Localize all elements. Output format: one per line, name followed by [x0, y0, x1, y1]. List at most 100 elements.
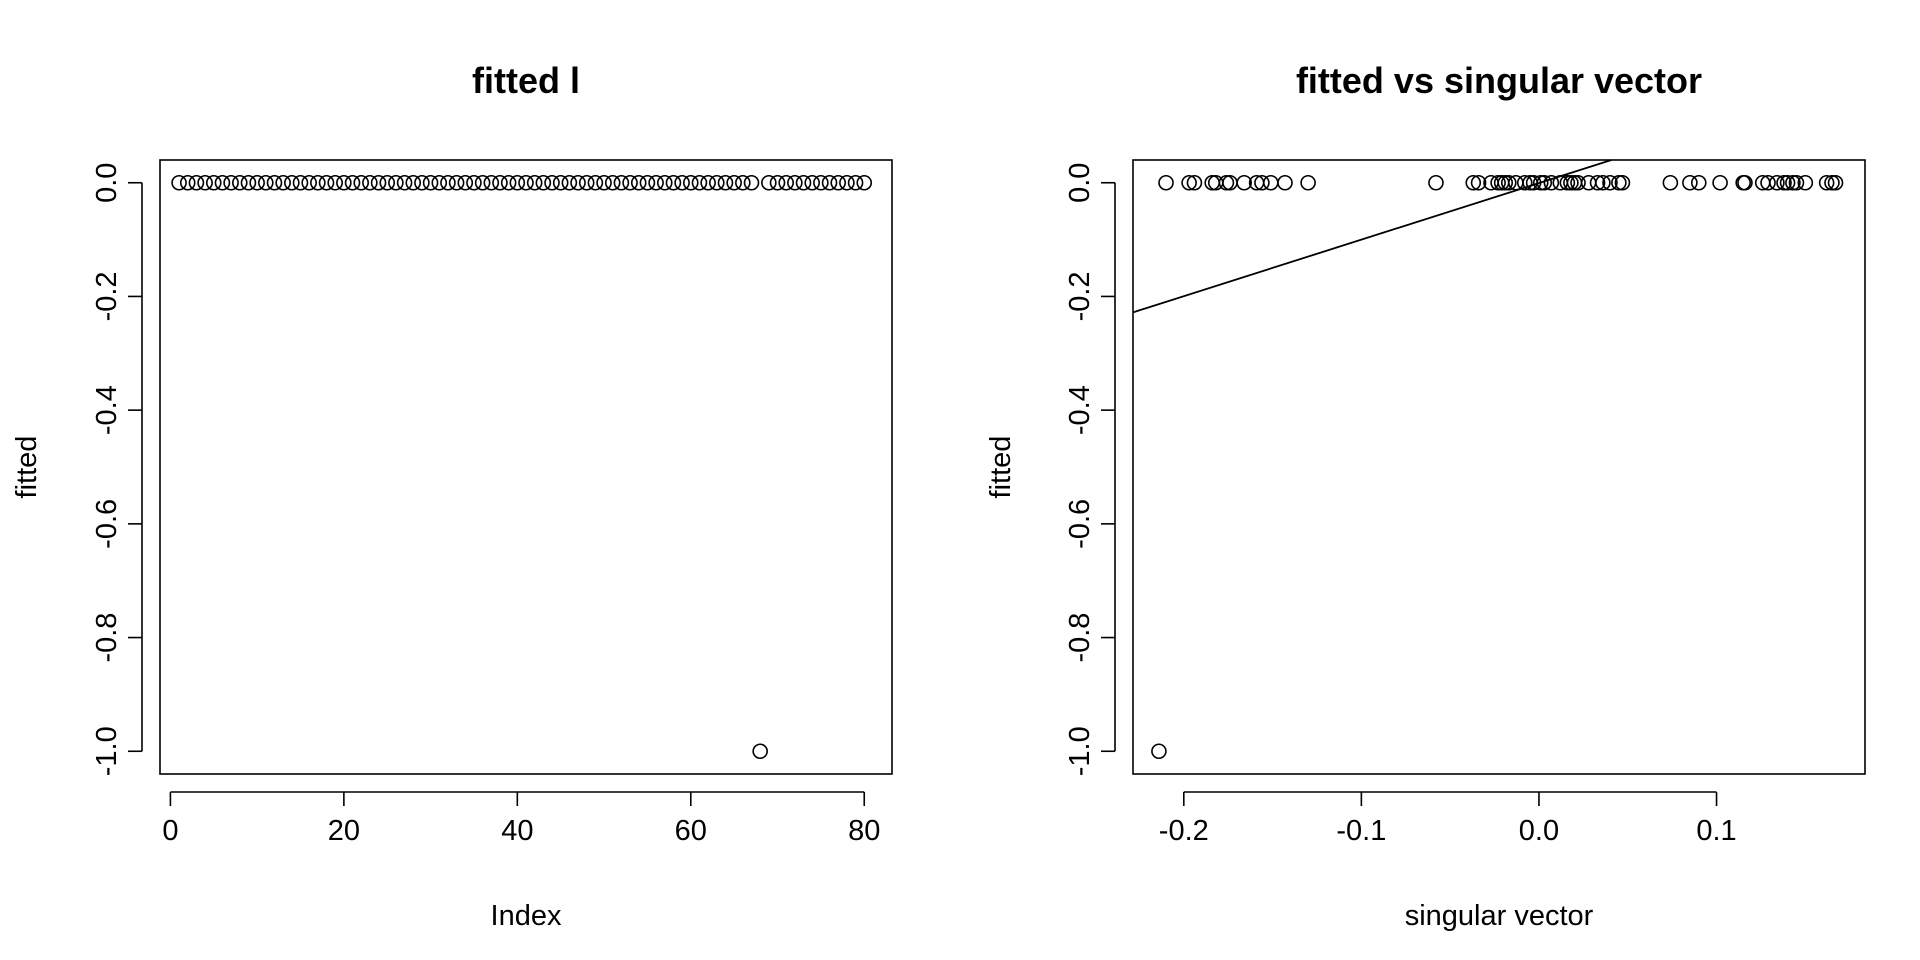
data-point: [1536, 174, 1553, 191]
chart-title: fitted vs singular vector: [1296, 60, 1702, 101]
y-axis: 0.0 -0.2 -0.4 -0.6 -0.8 -1.0: [91, 163, 143, 776]
data-points: [1151, 174, 1844, 760]
data-point: [310, 174, 326, 191]
data-point: [847, 174, 864, 191]
data-point: [726, 174, 742, 191]
y-axis-label: fitted: [11, 436, 43, 499]
x-tick-label: 20: [328, 815, 360, 847]
data-point: [1497, 174, 1514, 191]
data-point: [1465, 174, 1482, 191]
data-point: [1827, 174, 1844, 191]
data-point: [379, 174, 396, 191]
data-point: [544, 174, 560, 191]
data-point: [370, 174, 387, 191]
data-point: [431, 174, 448, 191]
data-point: [492, 174, 508, 191]
data-point: [275, 174, 291, 191]
data-point: [839, 174, 855, 191]
data-point: [258, 174, 274, 191]
data-point: [301, 174, 317, 191]
data-point: [1186, 174, 1203, 191]
data-point: [761, 174, 777, 191]
data-point: [1737, 174, 1753, 191]
data-point: [648, 174, 664, 191]
data-point: [587, 174, 604, 191]
data-point: [1614, 174, 1631, 191]
data-point: [188, 174, 205, 191]
data-point: [1818, 174, 1835, 191]
y-tick-label: 0.0: [1064, 163, 1096, 203]
data-point: [266, 174, 283, 191]
data-point: [179, 174, 196, 191]
data-point: [231, 174, 248, 191]
data-point: [552, 174, 569, 191]
plot-frame: [159, 159, 893, 775]
y-tick-label: -0.6: [91, 499, 123, 549]
data-point: [743, 174, 760, 191]
data-point: [1525, 174, 1542, 191]
data-point: [171, 174, 187, 191]
x-tick-label: 0: [162, 815, 178, 847]
data-point: [778, 174, 794, 191]
data-point: [396, 174, 413, 191]
data-point: [578, 174, 595, 191]
data-point: [1158, 174, 1174, 191]
y-axis-label: fitted: [985, 436, 1017, 499]
data-point: [388, 174, 404, 191]
data-point: [570, 174, 586, 191]
data-point: [1662, 174, 1679, 191]
data-point: [197, 174, 213, 191]
data-point: [1563, 174, 1579, 191]
data-point: [414, 174, 430, 191]
data-point: [735, 174, 751, 191]
data-point: [830, 174, 847, 191]
data-point: [240, 174, 257, 191]
x-axis-label: singular vector: [1405, 900, 1594, 932]
data-point: [1785, 174, 1801, 191]
plot-frame: [1132, 159, 1866, 775]
x-tick-label: 60: [675, 815, 707, 847]
data-point: [1788, 174, 1805, 191]
y-tick-label: -0.8: [1064, 613, 1096, 663]
data-point: [405, 174, 422, 191]
data-point: [691, 174, 708, 191]
data-point: [509, 174, 526, 191]
data-point: [1516, 174, 1533, 191]
data-point: [1602, 174, 1618, 191]
data-point: [1776, 174, 1792, 191]
data-point: [752, 743, 768, 760]
data-point: [1543, 174, 1560, 191]
data-point: [466, 174, 482, 191]
data-point: [1428, 174, 1444, 191]
data-point: [1797, 174, 1814, 191]
scatter-panel-fitted-l: fitted l Index fitted 0 20 40 60 80 0.0 -0.2 -…: [11, 60, 893, 932]
data-point: [448, 174, 465, 191]
data-point: [769, 174, 786, 191]
data-point: [1236, 174, 1252, 191]
data-point: [795, 174, 812, 191]
data-point: [1254, 174, 1270, 191]
data-point: [336, 174, 352, 191]
data-point: [1682, 174, 1698, 191]
data-point: [292, 174, 309, 191]
data-point: [639, 174, 656, 191]
y-tick-label: 0.0: [91, 163, 123, 203]
data-point: [856, 174, 873, 191]
x-tick-label: -0.1: [1336, 815, 1386, 847]
data-point: [457, 174, 474, 191]
data-point: [682, 174, 699, 191]
data-point: [353, 174, 370, 191]
y-tick-label: -1.0: [1064, 726, 1096, 776]
y-tick-label: -0.6: [1064, 499, 1096, 549]
y-tick-label: -0.2: [1064, 271, 1096, 321]
data-point: [1500, 174, 1517, 191]
data-point: [709, 174, 725, 191]
data-point: [318, 174, 335, 191]
data-point: [1570, 174, 1586, 191]
data-point: [622, 174, 638, 191]
data-point: [1760, 174, 1776, 191]
x-tick-label: 0.1: [1696, 815, 1736, 847]
data-point: [1218, 174, 1235, 191]
data-point: [1204, 174, 1221, 191]
